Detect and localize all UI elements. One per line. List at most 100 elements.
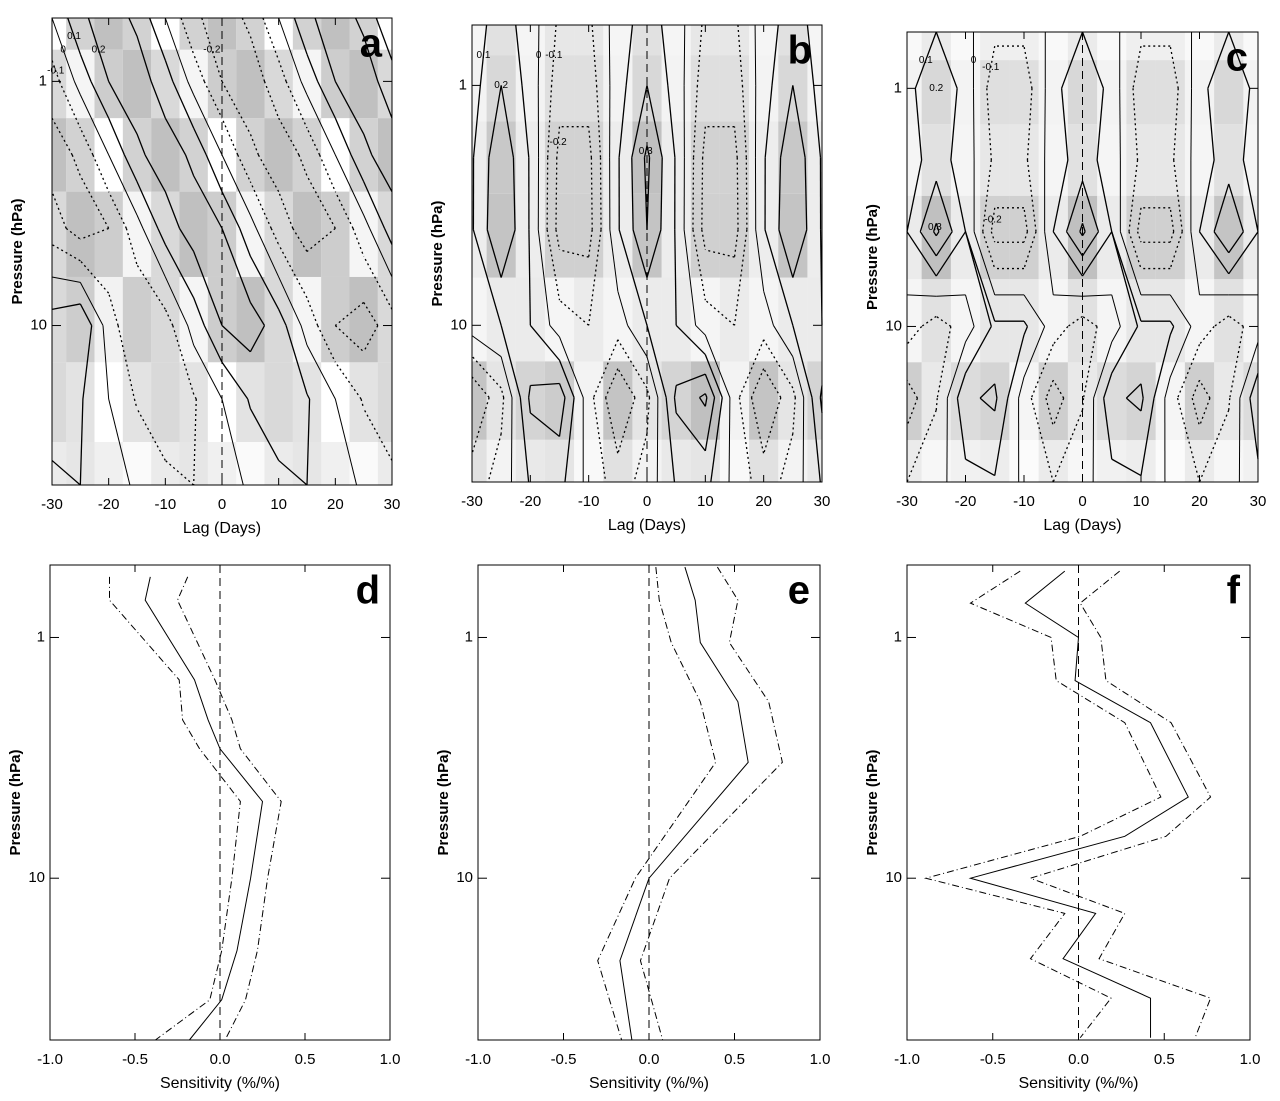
contour-line bbox=[530, 382, 560, 387]
field-cell bbox=[472, 277, 487, 362]
y-tick-label: 1 bbox=[37, 628, 45, 645]
contour-line bbox=[701, 157, 704, 230]
contour-line bbox=[704, 373, 716, 398]
y-tick-label: 10 bbox=[885, 869, 902, 886]
contour-line bbox=[510, 397, 513, 483]
contour-line bbox=[363, 133, 373, 156]
contour-line bbox=[1079, 223, 1084, 232]
field-cell bbox=[921, 279, 951, 363]
contour-line bbox=[804, 157, 808, 230]
field-cell bbox=[807, 193, 822, 278]
field-cell bbox=[122, 442, 152, 485]
field-cell bbox=[807, 55, 822, 122]
contour-line bbox=[1169, 45, 1179, 89]
x-tick-label: -20 bbox=[519, 493, 541, 510]
contour-line bbox=[249, 302, 266, 326]
contour-line bbox=[792, 85, 806, 158]
contour-line bbox=[221, 191, 241, 229]
contour-line bbox=[263, 81, 280, 119]
contour-line bbox=[792, 397, 796, 434]
contour-line bbox=[255, 228, 280, 278]
contour-line bbox=[293, 17, 308, 55]
profile-line bbox=[144, 576, 264, 1041]
contour-line bbox=[964, 231, 996, 322]
contour-line bbox=[108, 117, 126, 156]
field-cell bbox=[52, 442, 67, 485]
x-tick-label: 0.0 bbox=[1068, 1051, 1089, 1068]
contour-line bbox=[500, 387, 505, 398]
contour-line bbox=[1207, 31, 1230, 89]
y-tick-label: 1 bbox=[465, 628, 473, 645]
contour-line bbox=[1081, 223, 1086, 232]
field-cell bbox=[122, 49, 152, 119]
contour-line bbox=[123, 154, 138, 182]
field-cell bbox=[52, 118, 67, 192]
contour-line bbox=[813, 85, 822, 158]
contour-line bbox=[646, 397, 651, 434]
contour-line bbox=[1052, 379, 1065, 399]
contour-line bbox=[643, 157, 648, 230]
x-axis-label: Sensitivity (%/%) bbox=[1018, 1075, 1138, 1092]
field-cell bbox=[1009, 124, 1039, 196]
contour-line bbox=[736, 157, 739, 230]
x-tick-label: -10 bbox=[578, 493, 600, 510]
profile-line bbox=[639, 566, 783, 1041]
y-tick-label: 1 bbox=[39, 72, 47, 89]
contour-line bbox=[128, 17, 138, 37]
x-tick-label: 0 bbox=[218, 496, 226, 513]
field-cell bbox=[544, 55, 575, 122]
field-cell bbox=[515, 121, 545, 194]
contour-line bbox=[779, 85, 794, 158]
contour-line bbox=[306, 398, 311, 486]
field-cell bbox=[292, 118, 322, 192]
x-tick-label: 0.0 bbox=[210, 1051, 231, 1068]
field-cell bbox=[1126, 60, 1156, 125]
field-cell bbox=[661, 193, 691, 278]
field-cell bbox=[349, 18, 378, 50]
contour-line bbox=[363, 255, 393, 310]
contour-line bbox=[675, 412, 706, 452]
contour-line bbox=[772, 325, 794, 357]
field-cell bbox=[94, 442, 123, 485]
x-tick-label: -1.0 bbox=[465, 1051, 491, 1068]
field-cell bbox=[151, 362, 180, 443]
contour-line bbox=[184, 154, 195, 177]
contour-line bbox=[500, 325, 521, 398]
field-cell bbox=[515, 193, 545, 278]
contour-line bbox=[278, 117, 300, 156]
contour-line bbox=[608, 24, 611, 86]
contour-line bbox=[136, 214, 144, 229]
contour-line bbox=[609, 229, 619, 292]
contour-label: -0.1 bbox=[982, 62, 1000, 73]
contour-line bbox=[692, 157, 695, 230]
contour-line bbox=[1081, 31, 1105, 89]
contour-line bbox=[1228, 231, 1244, 254]
contour-line bbox=[108, 154, 138, 216]
field-cell bbox=[52, 49, 67, 119]
contour-line bbox=[964, 231, 992, 327]
field-cell bbox=[778, 439, 808, 482]
contour-line bbox=[306, 344, 336, 400]
contour-line bbox=[646, 325, 667, 398]
contour-line bbox=[1052, 231, 1084, 277]
contour-line bbox=[150, 81, 166, 119]
contour-line bbox=[1164, 376, 1171, 399]
contour-line bbox=[157, 228, 166, 245]
field-cell bbox=[94, 276, 123, 363]
panel: -1.0 -0.5 0.0 0.5 1.0 1 10 Sensitivity (%/%) Pre… bbox=[864, 564, 1260, 1092]
contour-line bbox=[1023, 231, 1037, 269]
profile-line bbox=[1028, 570, 1212, 1038]
field-cell bbox=[603, 193, 633, 278]
y-tick-label: 10 bbox=[28, 869, 45, 886]
contour-line bbox=[591, 24, 598, 86]
profile-line bbox=[109, 576, 241, 1041]
contour-line bbox=[164, 276, 189, 326]
contour-line bbox=[221, 154, 251, 216]
contour-line bbox=[1190, 231, 1200, 295]
contour-line bbox=[521, 85, 530, 158]
contour-line bbox=[278, 191, 294, 229]
contour-line bbox=[964, 326, 992, 374]
field-cell bbox=[574, 439, 604, 482]
contour-line bbox=[278, 60, 287, 82]
field-cell bbox=[236, 442, 265, 485]
